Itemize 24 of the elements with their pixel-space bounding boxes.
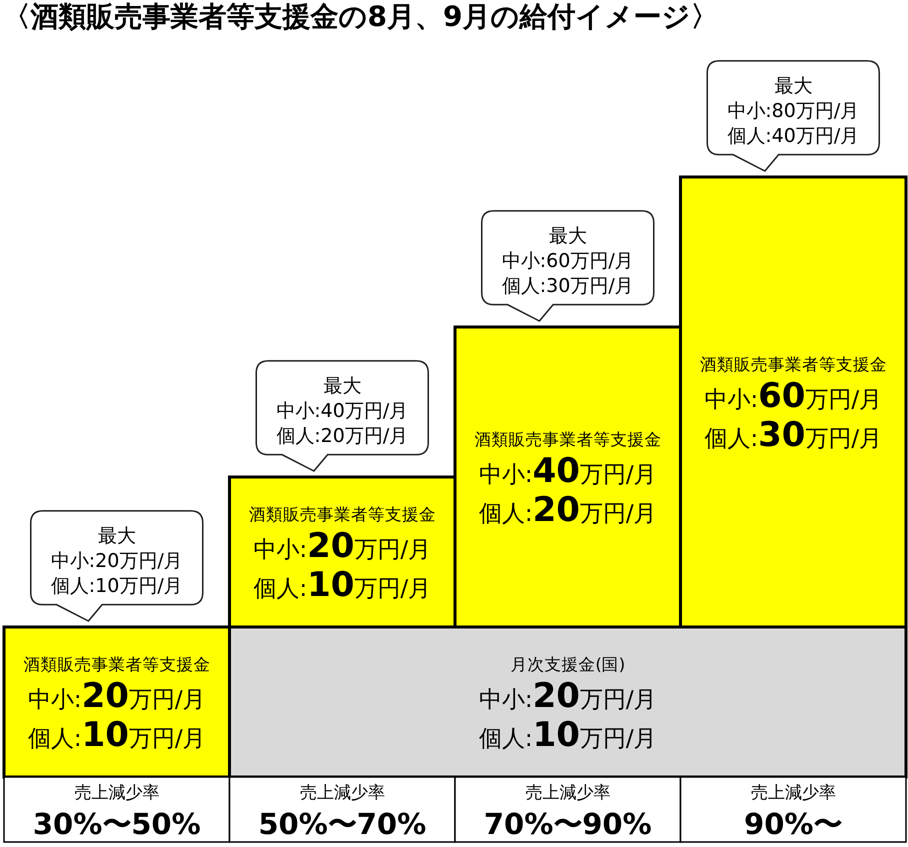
category-label: 売上減少率 70%〜90% (484, 783, 652, 841)
text: 酒類販売事業者等支援金 (474, 430, 662, 449)
chart-title: 〈酒類販売事業者等支援金の8月、9月の給付イメージ〉 (2, 0, 718, 33)
text: 酒類販売事業者等支援金 (700, 355, 887, 374)
total-label: 最大中小:80万円/月個人:40万円/月 (727, 75, 860, 147)
total-label: 最大中小:60万円/月個人:30万円/月 (502, 225, 634, 297)
annotation: 個人:20万円/月 (478, 490, 657, 530)
data-label: 中小:20万円/月 (478, 676, 657, 716)
text: 酒類販売事業者等支援金 (248, 505, 436, 524)
series-label: 酒類販売事業者等支援金 (23, 655, 210, 674)
annotation: 個人:10万円/月 (28, 715, 206, 755)
annotation: 個人:30万円/月 (704, 415, 882, 455)
annotation: 個人:10万円/月 (478, 715, 657, 755)
total-label: 最大中小:40万円/月個人:20万円/月 (276, 375, 408, 447)
data-label: 中小:20万円/月 (28, 676, 206, 716)
data-label: 中小:60万円/月 (704, 376, 882, 416)
category-label: 売上減少率 30%〜50% (32, 783, 201, 841)
annotation: 個人:10万円/月 (253, 565, 432, 605)
series-label: 月次支援金(国) (510, 655, 626, 674)
category-label: 売上減少率 90%〜 (744, 783, 842, 841)
category-label: 売上減少率 50%〜70% (258, 783, 426, 841)
data-label: 中小:40万円/月 (478, 451, 657, 491)
data-label: 中小:20万円/月 (253, 526, 432, 566)
total-label: 最大中小:20万円/月個人:10万円/月 (50, 525, 183, 597)
